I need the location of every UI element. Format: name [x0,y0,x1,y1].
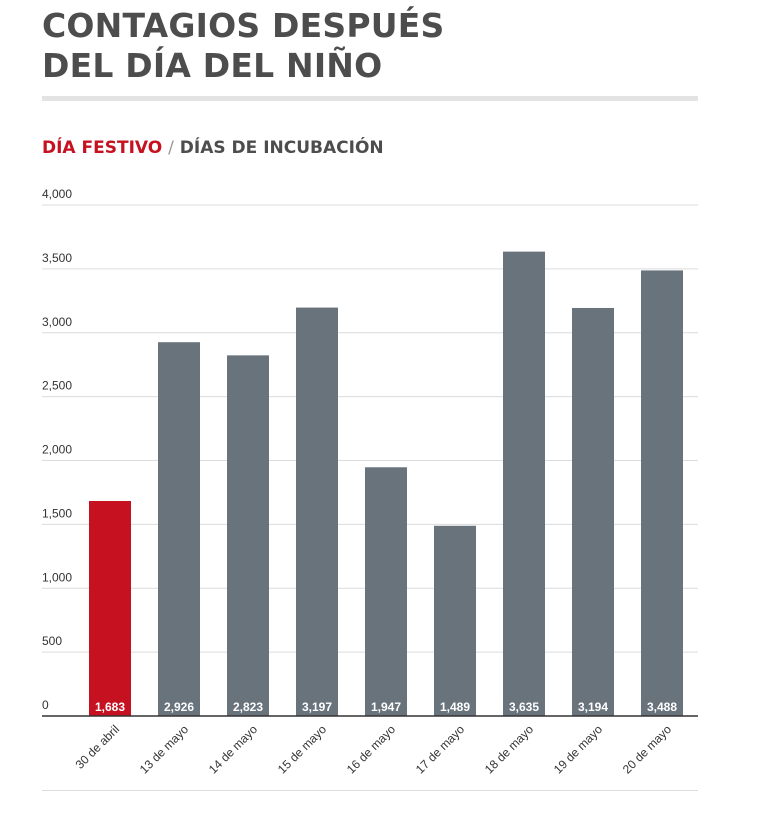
y-tick-label: 3,500 [42,251,72,265]
y-tick-label: 1,500 [42,506,72,520]
data-label: 2,926 [164,700,194,714]
bottom-divider [42,790,698,791]
chart-title-line-1: CONTAGIOS DESPUÉS [42,6,445,45]
y-tick-label: 2,000 [42,443,72,457]
y-tick-label: 2,500 [42,379,72,393]
x-tick-label: 30 de abril [73,722,123,772]
data-label: 3,194 [578,700,608,714]
y-tick-label: 1,000 [42,570,72,584]
bar [89,500,131,716]
bar [158,342,200,716]
x-tick-label: 13 de mayo [137,722,191,776]
data-label: 1,683 [95,700,125,714]
bar [296,307,338,716]
subtitle-separator: / [168,138,174,158]
chart-title-line-2: DEL DÍA DEL NIÑO [42,46,383,85]
x-tick-label: 20 de mayo [620,722,674,776]
bar [572,307,614,716]
bar [503,251,545,716]
data-label: 3,488 [647,700,677,714]
bar [434,525,476,716]
bar [641,270,683,716]
subtitle-rest: DÍAS DE INCUBACIÓN [179,138,384,158]
chart-title: CONTAGIOS DESPUÉS DEL DÍA DEL NIÑO [42,6,702,86]
x-tick-label: 19 de mayo [551,722,605,776]
data-label: 3,635 [509,700,539,714]
y-tick-label: 0 [42,698,49,712]
data-label: 1,947 [371,700,401,714]
y-tick-label: 500 [42,634,62,648]
subtitle-highlight: DÍA FESTIVO [42,138,163,158]
chart-subtitle: DÍA FESTIVO / DÍAS DE INCUBACIÓN [42,138,384,158]
data-label: 1,489 [440,700,470,714]
y-tick-label: 3,000 [42,315,72,329]
title-divider [42,96,698,101]
bar [227,355,269,716]
bar [365,467,407,716]
data-label: 3,197 [302,700,332,714]
x-tick-label: 14 de mayo [206,722,260,776]
x-tick-label: 16 de mayo [344,722,398,776]
x-tick-label: 17 de mayo [413,722,467,776]
x-tick-label: 15 de mayo [275,722,329,776]
x-tick-label: 18 de mayo [482,722,536,776]
data-label: 2,823 [233,700,263,714]
y-tick-label: 4,000 [42,187,72,201]
